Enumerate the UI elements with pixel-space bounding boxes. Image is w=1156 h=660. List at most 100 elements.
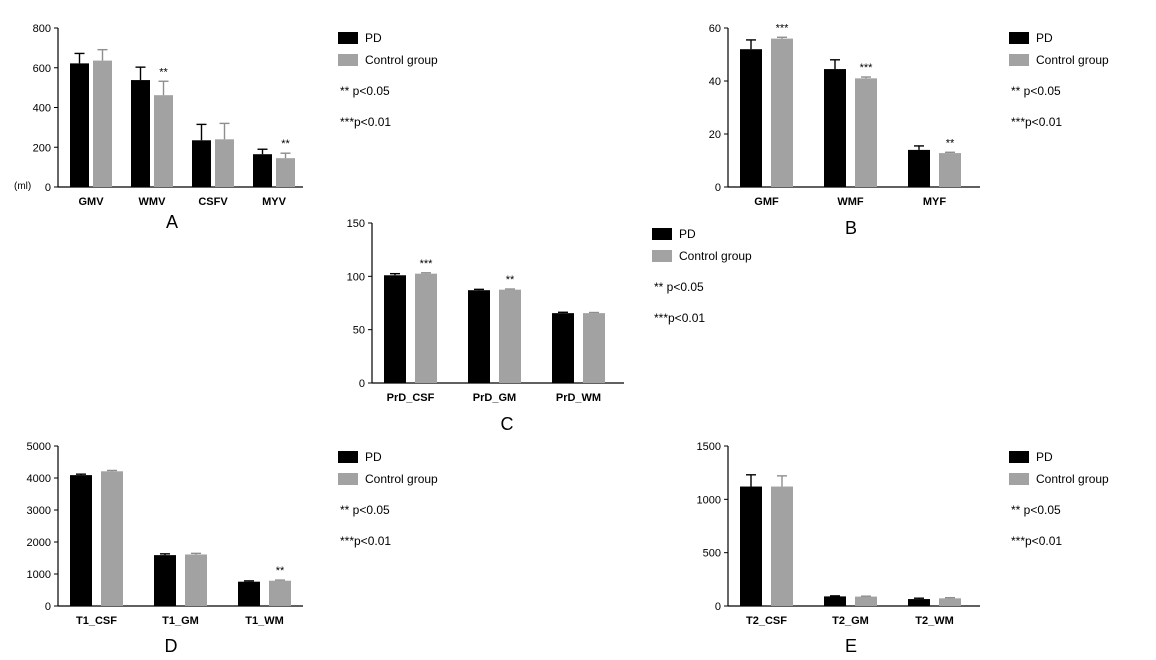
panel-b-bar-pd <box>740 49 762 188</box>
panel-d-legend-note-1: ** p<0.05 <box>340 503 390 517</box>
panel-b-letter: B <box>845 218 857 238</box>
panel-b-category-label: WMF <box>837 196 864 208</box>
panel-d-category-label: T1_CSF <box>76 615 117 627</box>
panel-b-legend-control-swatch <box>1009 54 1029 66</box>
panel-b-bar-control <box>939 153 961 187</box>
panel-c-legend-control-label: Control group <box>679 249 752 263</box>
panel-e-ytick-label: 500 <box>703 548 721 560</box>
panel-e-legend-note-1: ** p<0.05 <box>1011 503 1061 517</box>
panel-d-bar-control <box>269 580 291 606</box>
panel-a-legend-pd-swatch <box>338 32 358 44</box>
panel-a-category-label: WMV <box>139 196 167 208</box>
panel-e-bar-pd <box>824 596 846 606</box>
panel-d-ytick-label: 5000 <box>27 441 51 453</box>
panel-a-significance-mark: ** <box>281 138 290 150</box>
panel-e-bar-control <box>939 598 961 606</box>
panel-a-significance-mark: ** <box>159 66 168 78</box>
panel-d-bar-control <box>101 471 123 606</box>
panel-a-letter: A <box>166 212 178 232</box>
panel-a-legend-pd-label: PD <box>365 31 382 45</box>
panel-a-legend-control-label: Control group <box>365 53 438 67</box>
panel-a-ytick-label: 200 <box>33 142 51 154</box>
panel-d-category-label: T1_WM <box>245 615 284 627</box>
panel-a-bar-pd <box>192 140 211 187</box>
panel-a-ytick-label: 600 <box>33 63 51 75</box>
panel-e-category-label: T2_CSF <box>746 615 787 627</box>
panel-a-bar-control <box>93 60 112 187</box>
panel-b-ytick-label: 20 <box>709 129 721 141</box>
panel-c-bar-control <box>499 289 521 383</box>
panel-c-ytick-label: 0 <box>359 378 365 390</box>
panel-d-legend-pd-label: PD <box>365 450 382 464</box>
panel-d-legend-note-2: ***p<0.01 <box>340 534 391 548</box>
panel-c-legend-pd-label: PD <box>679 227 696 241</box>
panel-a-ytick-label: 800 <box>33 23 51 35</box>
panel-b-ytick-label: 40 <box>709 76 721 88</box>
panel-c-significance-mark: ** <box>506 274 515 286</box>
panel-a-bar-control <box>154 95 173 187</box>
panel-c-letter: C <box>501 414 514 434</box>
panel-d-significance-mark: ** <box>276 565 285 577</box>
panel-e-category-label: T2_GM <box>832 615 869 627</box>
panel-a-category-label: CSFV <box>198 196 228 208</box>
panel-b-category-label: MYF <box>923 196 947 208</box>
panel-a-legend-note-1: ** p<0.05 <box>340 84 390 98</box>
panel-c-ytick-label: 50 <box>353 325 365 337</box>
panel-c-legend-control-swatch <box>652 250 672 262</box>
panel-e-legend-note-2: ***p<0.01 <box>1011 534 1062 548</box>
panel-b-legend-pd-label: PD <box>1036 31 1053 45</box>
panel-b-significance-mark: *** <box>776 22 790 34</box>
panel-d-legend-pd-swatch <box>338 451 358 463</box>
panel-a-bar-pd <box>253 154 272 187</box>
panel-b-ytick-label: 60 <box>709 23 721 35</box>
panel-c-legend-note-1: ** p<0.05 <box>654 280 704 294</box>
panel-d-ytick-label: 4000 <box>27 473 51 485</box>
panel-b-significance-mark: *** <box>860 62 874 74</box>
panel-c-bar-pd <box>468 290 490 383</box>
panel-e-legend-control-label: Control group <box>1036 472 1109 486</box>
panel-a-legend-control-swatch <box>338 54 358 66</box>
panel-d-ytick-label: 1000 <box>27 569 51 581</box>
panel-c-legend-note-2: ***p<0.01 <box>654 311 705 325</box>
panel-b-bar-pd <box>908 149 930 187</box>
panel-a-legend-note-2: ***p<0.01 <box>340 115 391 129</box>
panel-a-unit-label: (ml) <box>14 181 31 192</box>
panel-d-ytick-label: 0 <box>45 601 51 613</box>
panel-a-ytick-label: 0 <box>45 182 51 194</box>
panel-e-bar-pd <box>740 486 762 606</box>
panel-a-ytick-label: 400 <box>33 103 51 115</box>
panel-c-bar-pd <box>384 275 406 383</box>
panel-d-bar-pd <box>154 555 176 606</box>
panel-b-legend-control-label: Control group <box>1036 53 1109 67</box>
panel-b-bar-control <box>855 78 877 187</box>
panel-d-ytick-label: 3000 <box>27 505 51 517</box>
panel-a-category-label: GMV <box>78 196 104 208</box>
panel-b-legend-pd-swatch <box>1009 32 1029 44</box>
panel-c-bar-control <box>583 313 605 383</box>
panel-c-ytick-label: 100 <box>347 271 365 283</box>
panel-a-bar-pd <box>131 80 150 187</box>
panel-c-category-label: PrD_GM <box>473 392 516 404</box>
panel-b-bar-control <box>771 38 793 187</box>
panel-d-legend-control-label: Control group <box>365 472 438 486</box>
panel-b-category-label: GMF <box>754 196 779 208</box>
panel-d-letter: D <box>165 636 178 656</box>
panel-e-legend-pd-label: PD <box>1036 450 1053 464</box>
panel-b-bar-pd <box>824 69 846 187</box>
panel-a-bar-control <box>276 158 295 187</box>
panel-a-bar-pd <box>70 63 89 187</box>
panel-e-category-label: T2_WM <box>915 615 954 627</box>
panel-e-letter: E <box>845 636 857 656</box>
panel-b-ytick-label: 0 <box>715 182 721 194</box>
panel-d-bar-pd <box>238 581 260 606</box>
panel-c-category-label: PrD_WM <box>556 392 601 404</box>
panel-b-legend-note-2: ***p<0.01 <box>1011 115 1062 129</box>
panel-a-bar-control <box>215 139 234 187</box>
panel-d-bar-pd <box>70 475 92 606</box>
panel-e-ytick-label: 1000 <box>697 494 721 506</box>
panel-d-category-label: T1_GM <box>162 615 199 627</box>
panel-d-ytick-label: 2000 <box>27 537 51 549</box>
panel-e-legend-control-swatch <box>1009 473 1029 485</box>
panel-e-bar-control <box>771 486 793 606</box>
